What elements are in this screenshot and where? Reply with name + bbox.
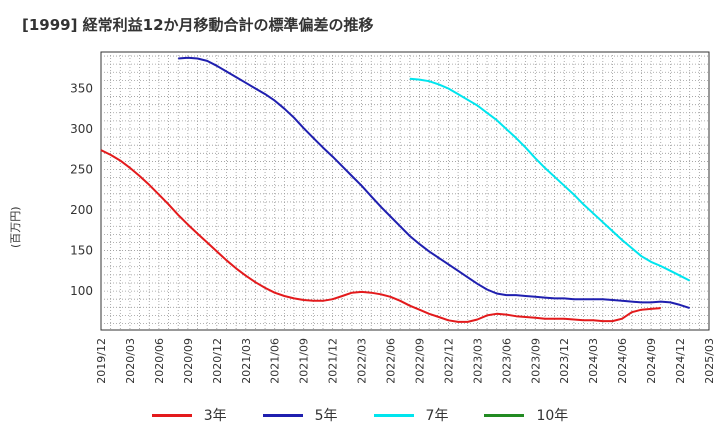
legend-swatch <box>484 413 525 417</box>
x-tick-label: 2020/03 <box>124 338 137 384</box>
legend-label: 3年 <box>203 408 227 424</box>
y-tick-label: 100 <box>70 284 93 298</box>
y-tick-label: 300 <box>70 122 93 136</box>
x-tick-label: 2021/09 <box>298 338 311 384</box>
legend-label: 7年 <box>425 408 449 424</box>
plot-area <box>100 51 710 331</box>
x-tick-label: 2024/12 <box>674 338 687 384</box>
x-tick-label: 2022/12 <box>442 338 455 384</box>
legend-item: 3年 <box>151 405 227 425</box>
x-tick-label: 2022/06 <box>385 338 398 384</box>
legend-swatch <box>373 413 414 417</box>
y-tick-label: 200 <box>70 203 93 217</box>
x-tick-label: 2020/12 <box>211 338 224 384</box>
chart-title: [1999] 経常利益12か月移動合計の標準偏差の推移 <box>22 16 374 34</box>
x-tick-label: 2022/03 <box>356 338 369 384</box>
legend-label: 10年 <box>536 408 569 424</box>
x-tick-label: 2021/06 <box>269 338 282 384</box>
legend-label: 5年 <box>314 408 338 424</box>
x-tick-label: 2024/09 <box>645 338 658 384</box>
y-tick-label: 150 <box>70 244 93 258</box>
y-tick-label: 350 <box>70 81 93 95</box>
x-tick-label: 2023/06 <box>500 338 513 384</box>
x-tick-label: 2020/09 <box>182 338 195 384</box>
x-tick-label: 2023/03 <box>471 338 484 384</box>
legend-swatch <box>262 413 303 417</box>
legend-item: 10年 <box>484 405 568 425</box>
x-tick-label: 2025/03 <box>703 338 716 384</box>
series-line-2 <box>178 56 691 310</box>
x-tick-label: 2021/03 <box>240 338 253 384</box>
legend-item: 7年 <box>373 405 449 425</box>
x-tick-label: 2020/06 <box>153 338 166 384</box>
y-tick-label: 250 <box>70 163 93 177</box>
x-tick-label: 2021/12 <box>327 338 340 384</box>
legend: 3年 5年 7年 10年 <box>0 405 720 425</box>
legend-item: 5年 <box>262 405 338 425</box>
x-tick-label: 2019/12 <box>95 338 108 384</box>
x-tick-label: 2022/09 <box>413 338 426 384</box>
x-tick-label: 2023/09 <box>529 338 542 384</box>
x-tick-label: 2024/03 <box>587 338 600 384</box>
legend-swatch <box>151 413 192 417</box>
x-tick-label: 2023/12 <box>558 338 571 384</box>
series-line-3 <box>409 77 691 282</box>
x-tick-label: 2024/06 <box>616 338 629 384</box>
series-line-1 <box>100 149 661 323</box>
